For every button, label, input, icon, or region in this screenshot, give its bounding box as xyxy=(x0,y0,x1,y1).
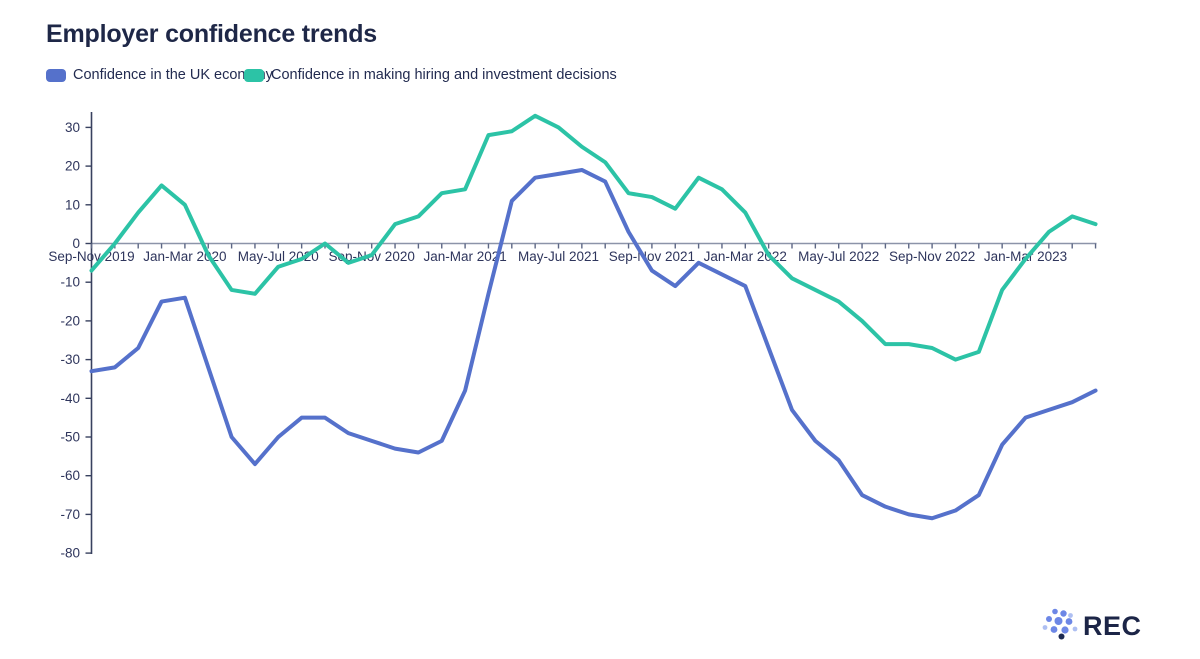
rec-logo-dot xyxy=(1072,626,1078,632)
rec-logo-dot xyxy=(1052,608,1058,615)
legend-swatch-uk-economy xyxy=(46,68,66,82)
y-tick-label: -20 xyxy=(60,313,80,328)
rec-logo-dots-icon xyxy=(1042,608,1078,640)
rec-logo-dot xyxy=(1065,618,1073,625)
rec-logo-dot xyxy=(1061,626,1069,634)
chart-series xyxy=(89,113,1098,521)
y-tick-label: -10 xyxy=(60,275,80,290)
y-axis-ticks: 30 20 10 0 -10 -20 -30 -40 -50 -60 -70 -80 xyxy=(60,120,92,561)
legend-item-hiring-investment: Confidence in making hiring and investme… xyxy=(244,67,617,83)
series-line-hiring-investment xyxy=(89,113,1098,362)
y-tick-label: -70 xyxy=(60,507,80,522)
y-tick-label: -60 xyxy=(60,468,80,483)
rec-logo-dot xyxy=(1050,626,1058,633)
x-tick-label: May-Jul 2022 xyxy=(798,249,879,264)
x-tick-label: Sep-Nov 2022 xyxy=(889,249,975,264)
y-tick-label: 0 xyxy=(72,236,80,251)
rec-logo-text: REC xyxy=(1083,611,1142,641)
x-tick-label: Jan-Mar 2021 xyxy=(423,249,506,264)
rec-logo-dot xyxy=(1060,610,1067,617)
rec-logo: REC xyxy=(1042,608,1142,641)
x-tick-label: Sep-Nov 2019 xyxy=(48,249,134,264)
rec-logo-dot xyxy=(1054,617,1063,625)
chart-legend: Confidence in the UK economy Confidence … xyxy=(0,67,1200,85)
x-tick-label: May-Jul 2021 xyxy=(518,249,599,264)
rec-logo-dot xyxy=(1058,633,1065,640)
y-tick-label: 20 xyxy=(65,159,80,174)
x-axis-ticks xyxy=(90,243,1097,249)
y-tick-label: 10 xyxy=(65,197,80,212)
x-tick-label: Sep-Nov 2021 xyxy=(609,249,695,264)
rec-logo-dot xyxy=(1046,616,1052,622)
y-tick-label: 30 xyxy=(65,120,80,135)
legend-label-hiring-investment: Confidence in making hiring and investme… xyxy=(271,67,617,83)
page-title: Employer confidence trends xyxy=(46,20,377,48)
y-tick-label: -30 xyxy=(60,352,80,367)
y-tick-label: -40 xyxy=(60,391,80,406)
y-tick-label: -50 xyxy=(60,430,80,445)
legend-swatch-hiring-investment xyxy=(244,68,264,82)
y-tick-label: -80 xyxy=(60,546,80,561)
rec-logo-dot xyxy=(1068,613,1073,618)
legend-label-uk-economy: Confidence in the UK economy xyxy=(73,67,273,83)
x-axis-labels: Sep-Nov 2019 Jan-Mar 2020 May-Jul 2020 Sep-… xyxy=(48,249,1067,264)
legend-item-uk-economy: Confidence in the UK economy xyxy=(46,67,273,83)
series-line-uk-economy xyxy=(89,167,1098,521)
rec-logo-dot xyxy=(1042,625,1048,630)
